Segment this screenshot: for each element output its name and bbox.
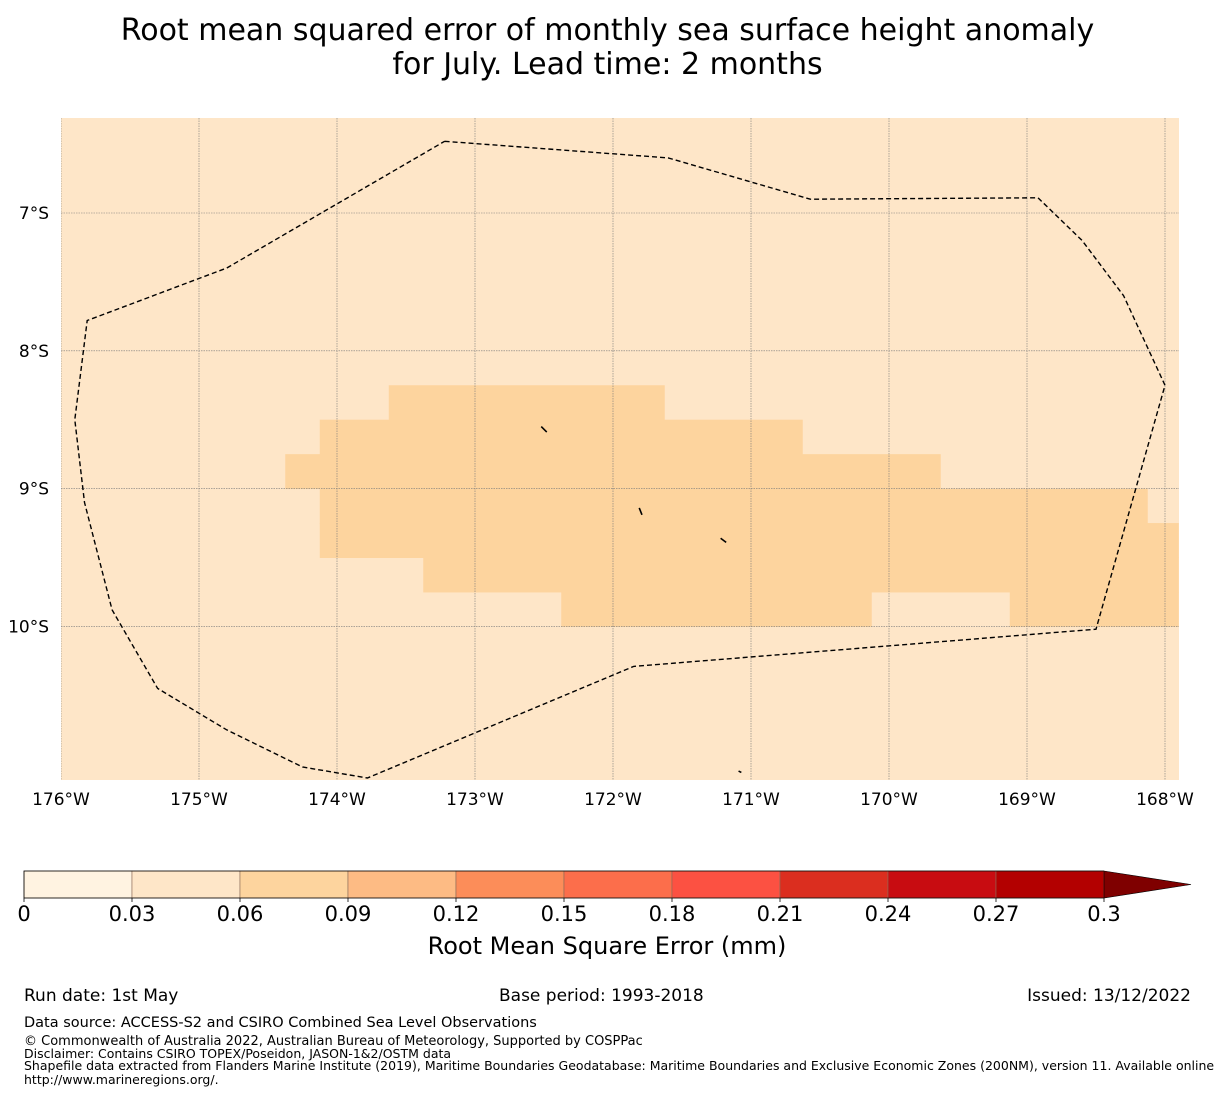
rmse-cell-block: [1009, 591, 1179, 627]
colorbar-label: Root Mean Square Error (mm): [428, 932, 787, 960]
run-date: Run date: 1st May: [24, 986, 179, 1006]
rmse-cell-block: [423, 557, 1179, 593]
lat-tick-label: 8°S: [19, 342, 49, 362]
map-title: Root mean squared error of monthly sea s…: [0, 14, 1215, 82]
copyright-note: © Commonwealth of Australia 2022, Austra…: [24, 1034, 643, 1049]
map-plot-area: 176°W 175°W 174°W 173°W 172°W 171°W 170°W 169°W…: [8, 118, 1194, 810]
colorbar-tick-label: 0.12: [433, 902, 480, 926]
colorbar-tick-label: 0.3: [1087, 902, 1120, 926]
eez-boundary: [74, 140, 1166, 779]
lon-tick-label: 168°W: [1136, 790, 1194, 810]
lon-tick-label: 172°W: [584, 790, 642, 810]
colorbar-extend-arrow: [1103, 870, 1192, 899]
colorbar-segment: [347, 870, 457, 899]
lon-tick-label: 175°W: [170, 790, 228, 810]
rmse-cell-block: [319, 523, 1179, 558]
colorbar-tick-label: 0.09: [325, 902, 372, 926]
colorbar-segment: [671, 870, 781, 899]
lon-tick-label: 174°W: [308, 790, 366, 810]
lon-tick-label: 171°W: [722, 790, 780, 810]
title-line-1: Root mean squared error of monthly sea s…: [120, 13, 1095, 48]
colorbar-segment: [131, 870, 241, 899]
rmse-cell-block: [561, 591, 872, 627]
colorbar: 0 0.03 0.06 0.09 0.12 0.15 0.18 0.21 0.24 0.27 0.3…: [17, 870, 1192, 960]
colorbar-tick-label: 0.03: [109, 902, 156, 926]
colorbar-tick-label: 0.24: [865, 902, 912, 926]
colorbar-tick-label: 0.18: [649, 902, 696, 926]
lat-tick-label: 9°S: [19, 480, 49, 500]
disclaimer-note: Disclaimer: Contains CSIRO TOPEX/Poseido…: [24, 1046, 452, 1061]
lon-tick-label: 173°W: [446, 790, 504, 810]
lon-tick-label: 170°W: [860, 790, 918, 810]
island-coastline: [540, 426, 548, 433]
base-period: Base period: 1993-2018: [499, 986, 704, 1006]
island-coastline: [738, 770, 742, 774]
lon-tick-label: 169°W: [998, 790, 1056, 810]
shapefile-url: http://www.marineregions.org/.: [24, 1072, 219, 1087]
rmse-cell-block: [319, 488, 1148, 524]
lon-tick-label: 176°W: [32, 790, 90, 810]
colorbar-segment: [455, 870, 565, 899]
colorbar-segment: [995, 870, 1105, 899]
island-coastline: [638, 507, 643, 516]
colorbar-segment: [239, 870, 349, 899]
lat-tick-label: 7°S: [19, 204, 49, 224]
shapefile-note: Shapefile data extracted from Flanders M…: [24, 1058, 1215, 1073]
rmse-cell-block: [388, 385, 665, 421]
island-coastline: [720, 537, 727, 543]
colorbar-tick-label: 0.21: [757, 902, 804, 926]
colorbar-tick-label: 0: [17, 902, 30, 926]
colorbar-segment: [23, 870, 133, 899]
colorbar-segment: [563, 870, 673, 899]
rmse-cell-block: [319, 419, 803, 455]
title-line-2: for July. Lead time: 2 months: [392, 47, 823, 82]
colorbar-tick-label: 0.27: [973, 902, 1020, 926]
data-source: Data source: ACCESS-S2 and CSIRO Combine…: [24, 1015, 537, 1031]
colorbar-segment: [779, 870, 889, 899]
lat-tick-label: 10°S: [8, 617, 49, 637]
map-layers: [61, 118, 1179, 780]
issued-date: Issued: 13/12/2022: [1027, 986, 1191, 1006]
colorbar-tick-label: 0.15: [541, 902, 588, 926]
colorbar-segment: [887, 870, 997, 899]
colorbar-tick-label: 0.06: [217, 902, 264, 926]
